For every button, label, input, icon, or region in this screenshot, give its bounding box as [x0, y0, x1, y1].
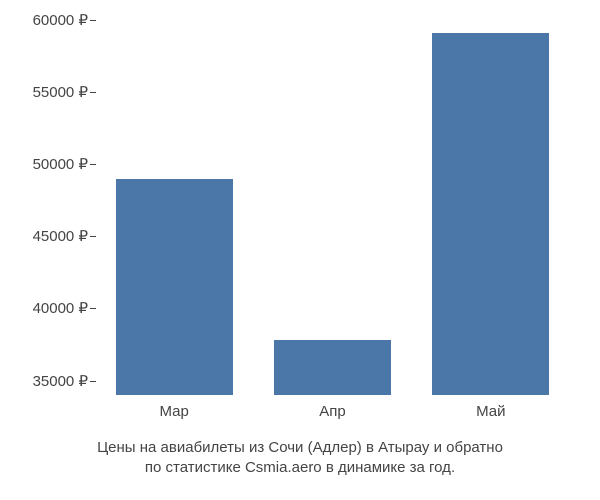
- y-tick-mark: [90, 164, 96, 165]
- price-chart: Цены на авиабилеты из Сочи (Адлер) в Аты…: [0, 0, 600, 500]
- y-tick-label: 55000 ₽: [33, 83, 88, 101]
- y-tick-mark: [90, 236, 96, 237]
- x-tick-label: Май: [476, 403, 505, 420]
- x-tick-label: Апр: [319, 403, 345, 420]
- plot-area: [95, 20, 570, 395]
- y-tick-mark: [90, 92, 96, 93]
- chart-caption-line1: Цены на авиабилеты из Сочи (Адлер) в Аты…: [0, 438, 600, 458]
- chart-caption-line2: по статистике Csmia.aero в динамике за г…: [0, 458, 600, 478]
- x-tick-label: Мар: [159, 403, 188, 420]
- y-tick-mark: [90, 20, 96, 21]
- y-tick-mark: [90, 308, 96, 309]
- y-tick-label: 45000 ₽: [33, 227, 88, 245]
- bar: [432, 33, 549, 395]
- y-tick-mark: [90, 381, 96, 382]
- y-tick-label: 40000 ₽: [33, 299, 88, 317]
- y-tick-label: 60000 ₽: [33, 11, 88, 29]
- y-tick-label: 50000 ₽: [33, 155, 88, 173]
- bar: [274, 340, 391, 395]
- y-tick-label: 35000 ₽: [33, 372, 88, 390]
- bar: [116, 179, 233, 395]
